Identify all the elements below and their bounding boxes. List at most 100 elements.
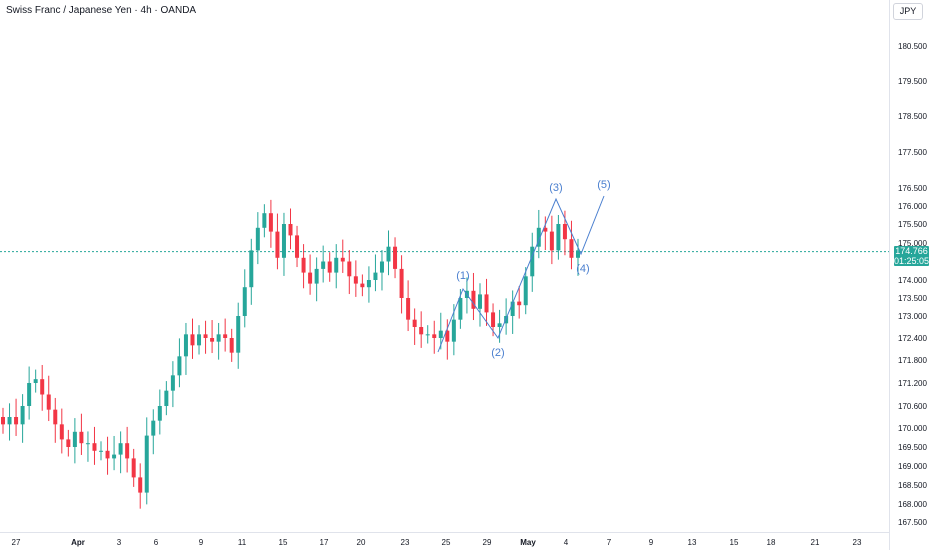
candle-body [157,406,162,421]
time-tick-label: 25 [442,538,451,547]
candle-body [288,224,293,236]
candle-body [249,250,254,288]
wave-label: (3) [549,182,562,194]
candle-body [510,301,515,316]
candle-body [576,250,580,258]
price-tick-label: 172.400 [898,334,927,343]
candle-body [85,443,90,445]
price-tick-label: 170.000 [898,424,927,433]
candle-body [262,213,267,228]
candle-body [458,298,463,320]
time-tick-label: 21 [811,538,820,547]
candle-body [125,443,130,459]
time-tick-label: 20 [357,538,366,547]
axis-separator [889,0,890,550]
candle-body [366,280,371,288]
candle-body [314,268,319,284]
candle-body [438,330,443,338]
candle-body [497,323,502,327]
time-tick-label: 7 [607,538,612,547]
candle-body [223,334,228,338]
price-tick-label: 175.500 [898,220,927,229]
candle-body [255,227,260,251]
candle-body [131,458,136,478]
candle-body [66,439,71,447]
price-tick-label: 179.500 [898,77,927,86]
candle-body [373,272,378,280]
wave-path[interactable] [437,195,605,353]
candle-body [549,231,554,251]
time-tick-label: 3 [117,538,122,547]
candle-countdown: 01:25:05 [894,256,930,266]
time-tick-label: 29 [483,538,492,547]
candle-body [203,334,208,338]
price-tick-label: 167.500 [898,518,927,527]
candle-body [308,272,313,284]
candle-body [72,431,77,447]
price-tick-label: 168.000 [898,500,927,509]
candle-body [40,379,45,395]
price-tick-label: 169.000 [898,462,927,471]
candle-body [379,261,384,273]
candle-body [281,224,286,258]
candle-body [334,257,339,273]
candle-body [419,327,424,335]
candle-body [236,316,241,353]
time-tick-label: 15 [730,538,739,547]
candle-body [517,301,522,306]
time-axis[interactable]: 27 Apr 3 6 9 11 15 17 20 23 25 29 May 4 7 9 13 15 18 21 23 [12,538,862,547]
last-price-value: 174.766 [895,246,928,256]
candle-body [53,409,58,425]
time-tick-label: Apr [71,538,85,547]
candle-body [14,417,19,425]
price-tick-label: 175.000 [898,239,927,248]
candle-body [170,375,175,391]
time-tick-label: 11 [238,538,247,547]
price-tick-label: 169.500 [898,443,927,452]
candle-body [190,334,195,346]
candle-body [412,319,417,327]
candle-body [399,268,404,298]
candle-body [425,334,430,336]
price-tick-label: 170.600 [898,402,927,411]
wave-label: (5) [597,179,610,191]
elliott-wave[interactable]: (1) (2) (3) (4) (5) [437,179,611,359]
time-tick-label: 4 [564,538,569,547]
candle-body [197,334,202,346]
time-tick-label: 13 [688,538,697,547]
candle-body [33,379,38,383]
price-tick-label: 171.200 [898,379,927,388]
candle-body [229,338,234,353]
candle-body [99,450,104,452]
price-tick-label: 173.500 [898,294,927,303]
candle-body [118,443,123,455]
candle-body [177,356,182,376]
candle-body [543,227,548,232]
symbol-title: Swiss Franc / Japanese Yen · 4h · OANDA [6,5,197,16]
candle-body [7,417,12,425]
price-tick-label: 176.000 [898,202,927,211]
candle-body [138,477,143,493]
candle-body [477,294,482,309]
time-tick-label: 27 [12,538,21,547]
wave-label: (2) [491,347,504,359]
price-axis[interactable]: 180.500 179.500 178.500 177.500 176.500 176.0… [898,42,927,527]
price-tick-label: 176.500 [898,184,927,193]
candle-body [183,334,188,357]
candle-body [393,246,398,269]
currency-button[interactable]: JPY [893,3,923,20]
candle-body [386,246,391,262]
price-tick-label: 174.000 [898,276,927,285]
candle-body [216,334,221,342]
candle-body [79,431,84,444]
candle-body [46,394,51,410]
time-tick-label: 6 [154,538,159,547]
candle-body [523,276,528,306]
candle-body [327,261,332,273]
price-tick-label: 178.500 [898,112,927,121]
candle-body [451,319,456,342]
candle-body [445,330,450,342]
time-tick-label: 9 [199,538,204,547]
candle-body [484,294,489,313]
